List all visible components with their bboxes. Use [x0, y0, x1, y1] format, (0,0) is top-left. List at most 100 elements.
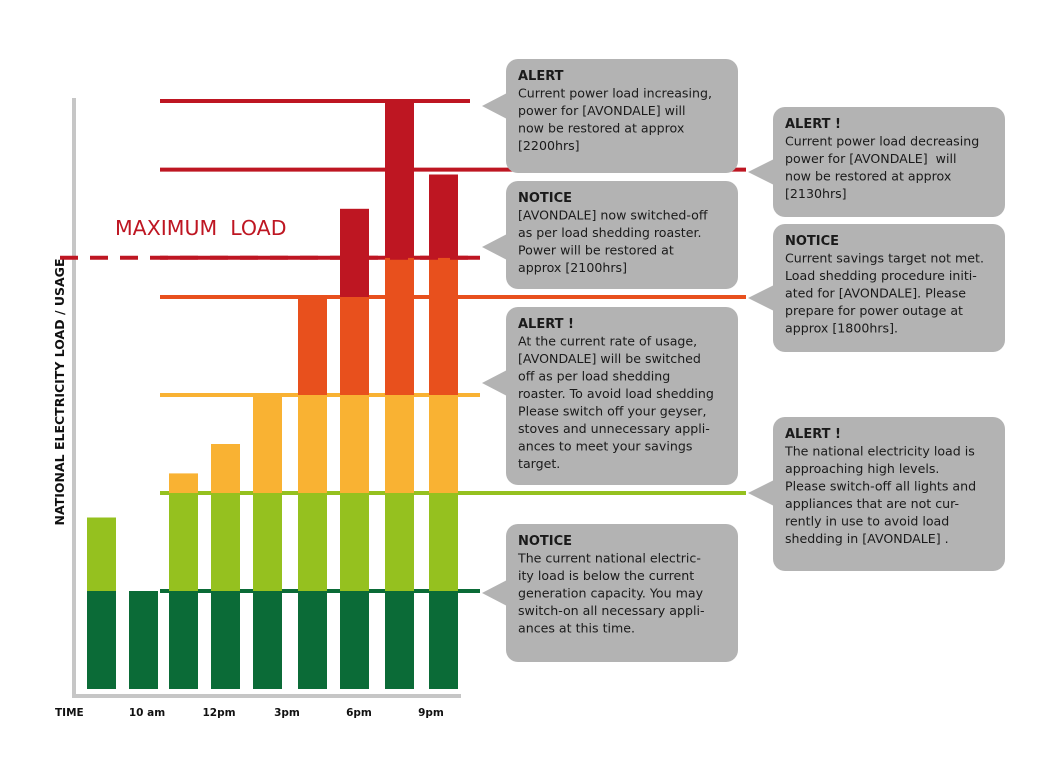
bar-segment [211, 493, 240, 591]
bar-segment [429, 174, 458, 258]
bar-segment [211, 591, 240, 689]
x-tick-label: 9pm [418, 707, 444, 719]
annotation-text-line: stoves and unnecessary appli- [518, 421, 710, 436]
bar-segment [87, 591, 116, 689]
annotation-title: ALERT [518, 69, 564, 84]
annotation-bubble [773, 224, 1005, 352]
annotation-text-line: power for [AVONDALE] will [518, 103, 685, 118]
annotation-text-line: roaster. To avoid load shedding [518, 386, 714, 401]
annotation-title: NOTICE [518, 191, 572, 206]
annotation-text-line: ated for [AVONDALE]. Please [785, 286, 966, 301]
annotation-text-line: target. [518, 456, 560, 471]
bars [87, 101, 458, 689]
x-axis-label: TIME [55, 707, 84, 719]
annotation-text-line: [AVONDALE] will be switched [518, 351, 701, 366]
annotation-text-line: now be restored at approx [518, 121, 685, 136]
bar-segment [253, 493, 282, 591]
bar-segment [429, 591, 458, 689]
axes: NATIONAL ELECTRICITY LOAD / USAGE TIME [52, 98, 461, 719]
annotation-text-line: power for [AVONDALE] will [785, 151, 956, 166]
annotation-title: ALERT ! [785, 427, 841, 442]
annotation-text-line: Current power load decreasing [785, 134, 979, 149]
bar-segment [340, 297, 369, 395]
annotation-text-line: approaching high levels. [785, 461, 939, 476]
annotation-text-line: Please switch off your geyser, [518, 404, 706, 419]
annotation-text-line: Current power load increasing, [518, 86, 712, 101]
x-tick-label: 10 am [129, 707, 165, 719]
bar-segment [169, 591, 198, 689]
annotation-text-line: Load shedding procedure initi- [785, 268, 977, 283]
annotation-text-line: rently in use to avoid load [785, 514, 949, 529]
y-axis-label: NATIONAL ELECTRICITY LOAD / USAGE [52, 259, 67, 526]
annotation-bubble [773, 417, 1005, 571]
bar-segment [87, 517, 116, 591]
annotation-bubble [506, 59, 738, 173]
annotation-text-line: switch-on all necessary appli- [518, 603, 705, 618]
bar-segment [340, 257, 369, 297]
bar-segment [253, 395, 282, 493]
bar-segment [385, 257, 414, 395]
annotation-bubble [506, 524, 738, 662]
maximum-load-label: MAXIMUM LOAD [115, 216, 287, 240]
annotation-text-line: appliances that are not cur- [785, 496, 959, 511]
annotation-box: NOTICE The current national electric-ity … [482, 524, 738, 662]
annotation-text-line: [2130hrs] [785, 186, 847, 201]
annotation-title: NOTICE [785, 234, 839, 249]
annotation-text-line: The current national electric- [517, 551, 701, 566]
annotation-title: NOTICE [518, 534, 572, 549]
bar-segment [169, 493, 198, 591]
annotation-title: ALERT ! [785, 117, 841, 132]
annotation-box: NOTICE Current savings target not met. Loa… [748, 224, 1005, 352]
annotation-box: NOTICE [AVONDALE] now switched-off as per … [482, 181, 738, 289]
annotation-pointer [748, 159, 774, 185]
annotation-text-line: approx [1800hrs]. [785, 321, 898, 336]
annotation-text-line: The national electricity load is [784, 444, 975, 459]
bar-segment [385, 591, 414, 689]
bar-segment [253, 591, 282, 689]
y-axis [72, 98, 76, 698]
bar-segment [340, 395, 369, 493]
annotation-boxes: NOTICE The current national electric-ity … [482, 59, 1005, 662]
annotation-pointer [482, 234, 507, 260]
annotation-text-line: ances to meet your savings [518, 439, 692, 454]
bar-segment [340, 208, 369, 258]
annotation-text-line: At the current rate of usage, [518, 334, 697, 349]
annotation-title: ALERT ! [518, 317, 574, 332]
bar-segment [298, 395, 327, 493]
annotation-text-line: ity load is below the current [518, 568, 694, 583]
annotation-bubble [506, 307, 738, 485]
x-tick-label: 6pm [346, 707, 372, 719]
annotation-text-line: shedding in [AVONDALE] . [785, 531, 949, 546]
bar-segment [385, 395, 414, 493]
bar-segment [340, 493, 369, 591]
bar-segment [385, 493, 414, 591]
bar-segment [298, 297, 327, 395]
annotation-text-line: generation capacity. You may [518, 586, 704, 601]
bar-segment [429, 493, 458, 591]
annotation-box: ALERT ! Current power load decreasing powe… [748, 107, 1005, 217]
annotation-pointer [748, 480, 774, 506]
bar-segment [429, 395, 458, 493]
annotation-text-line: Current savings target not met. [785, 251, 984, 266]
annotation-text-line: now be restored at approx [785, 169, 952, 184]
annotation-box: ALERT ! The national electricity load is a… [748, 417, 1005, 571]
bar-segment [385, 101, 414, 258]
bar-segment [211, 444, 240, 493]
annotation-bubble [506, 181, 738, 289]
annotation-pointer [482, 93, 507, 119]
annotation-box: ALERT Current power load increasing, power… [482, 59, 738, 173]
annotation-bubble [773, 107, 1005, 217]
annotation-text-line: [2200hrs] [518, 138, 580, 153]
annotation-text-line: as per load shedding roaster. [518, 225, 701, 240]
annotation-text-line: prepare for power outage at [785, 303, 963, 318]
annotation-text-line: off as per load shedding [518, 369, 670, 384]
annotation-text-line: Power will be restored at [518, 243, 674, 258]
x-axis [72, 694, 461, 698]
annotation-text-line: ances at this time. [518, 621, 635, 636]
annotation-pointer [482, 370, 507, 396]
bar-segment [429, 257, 458, 395]
annotation-text-line: [AVONDALE] now switched-off [518, 208, 708, 223]
bar-segment [298, 591, 327, 689]
annotation-pointer [482, 580, 507, 606]
